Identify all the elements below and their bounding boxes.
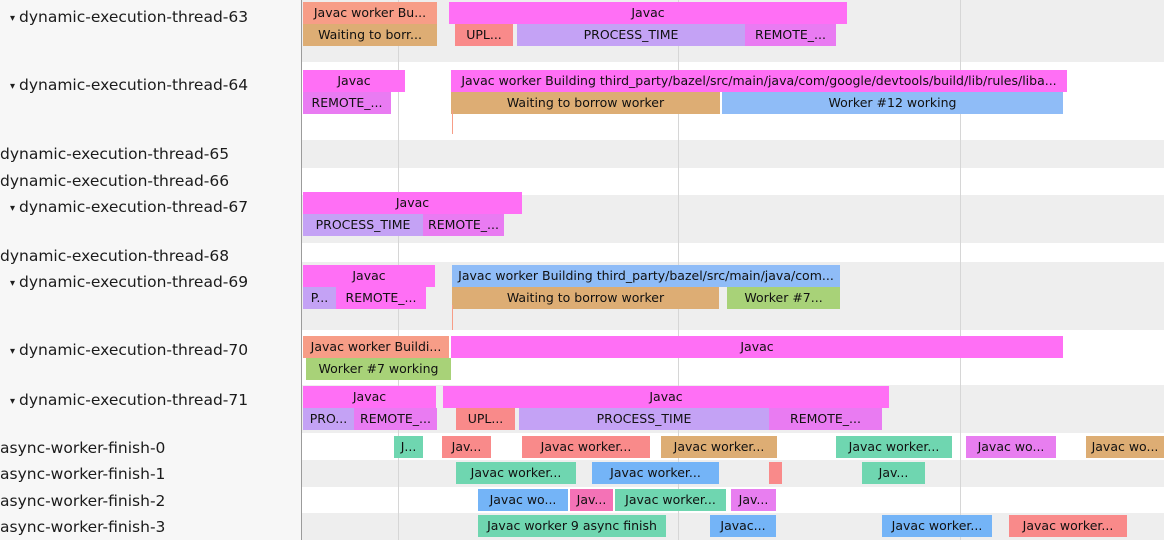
timeline-slice[interactable]: PRO...: [303, 408, 354, 430]
timeline-slice[interactable]: [769, 462, 782, 484]
timeline-slice[interactable]: Javac: [303, 192, 522, 214]
timeline-slice[interactable]: PROCESS_TIME: [303, 214, 423, 236]
timeline-slice[interactable]: Javac worker...: [882, 515, 992, 537]
timeline-slice[interactable]: Javac worker Building third_party/bazel/…: [452, 265, 840, 287]
timeline-slice[interactable]: Javac wo...: [966, 436, 1056, 458]
track-row-dynamic-execution-thread-71[interactable]: ▾ dynamic-execution-thread-71: [0, 389, 302, 411]
track-label-pane: [0, 0, 301, 540]
track-row-dynamic-execution-thread-68[interactable]: ▾dynamic-execution-thread-68: [0, 245, 296, 267]
timeline-slice[interactable]: Javac worker Building third_party/bazel/…: [451, 70, 1067, 92]
track-row-async-worker-finish-2[interactable]: ▾async-worker-finish-2: [0, 490, 296, 512]
chevron-down-icon[interactable]: ▾: [9, 396, 16, 407]
timeline-slice[interactable]: Jav...: [731, 489, 776, 511]
track-label-text: dynamic-execution-thread-71: [19, 391, 249, 409]
track-label-text: async-worker-finish-3: [0, 518, 166, 536]
timeline-slice[interactable]: Waiting to borr...: [303, 24, 437, 46]
chevron-down-icon[interactable]: ▾: [9, 81, 16, 92]
track-label-text: dynamic-execution-thread-68: [0, 247, 230, 265]
track-label-text: dynamic-execution-thread-65: [0, 145, 230, 163]
timeline-slice[interactable]: Waiting to borrow worker: [452, 287, 719, 309]
timeline-slice[interactable]: PROCESS_TIME: [519, 408, 769, 430]
flow-marker: [452, 305, 453, 330]
timeline-slice[interactable]: Javac wo...: [478, 489, 568, 511]
track-row-dynamic-execution-thread-66[interactable]: ▾dynamic-execution-thread-66: [0, 170, 296, 192]
track-row-async-worker-finish-1[interactable]: ▾async-worker-finish-1: [0, 463, 296, 485]
pane-divider[interactable]: [301, 0, 302, 540]
chevron-down-icon[interactable]: ▾: [9, 278, 16, 289]
timeline-slice[interactable]: Javac: [449, 2, 847, 24]
timeline-slice[interactable]: UPL...: [455, 24, 513, 46]
timeline-slice[interactable]: Javac worker...: [661, 436, 777, 458]
timeline-slice[interactable]: Javac wo...: [1086, 436, 1164, 458]
timeline-slice[interactable]: Javac: [303, 265, 435, 287]
timeline-slice[interactable]: REMOTE_...: [423, 214, 504, 236]
track-label-text: dynamic-execution-thread-63: [19, 8, 249, 26]
track-label-text: dynamic-execution-thread-70: [19, 341, 249, 359]
timeline-slice[interactable]: UPL...: [456, 408, 515, 430]
chevron-down-icon[interactable]: ▾: [9, 13, 16, 24]
track-label-text: async-worker-finish-1: [0, 465, 166, 483]
track-row-dynamic-execution-thread-70[interactable]: ▾ dynamic-execution-thread-70: [0, 339, 302, 361]
track-label-text: dynamic-execution-thread-66: [0, 172, 230, 190]
timeline-slice[interactable]: REMOTE_...: [354, 408, 437, 430]
timeline-slice[interactable]: Javac...: [710, 515, 776, 537]
timeline-slice[interactable]: Javac worker...: [615, 489, 726, 511]
track-row-dynamic-execution-thread-64[interactable]: ▾ dynamic-execution-thread-64: [0, 74, 302, 96]
timeline-slice[interactable]: Jav...: [570, 489, 613, 511]
timeline-slice[interactable]: Worker #12 working: [722, 92, 1063, 114]
timeline-slice[interactable]: REMOTE_...: [303, 92, 391, 114]
timeline-slice[interactable]: Worker #7...: [727, 287, 840, 309]
timeline-slice[interactable]: Javac: [303, 70, 405, 92]
chevron-down-icon[interactable]: ▾: [9, 203, 16, 214]
time-gridline: [960, 0, 961, 540]
track-label-text: dynamic-execution-thread-69: [19, 273, 249, 291]
timeline-slice[interactable]: Javac: [443, 386, 889, 408]
timeline-slice[interactable]: P...: [303, 287, 336, 309]
timeline-slice[interactable]: Javac: [451, 336, 1063, 358]
timeline-slice[interactable]: Javac worker...: [522, 436, 650, 458]
track-row-async-worker-finish-3[interactable]: ▾async-worker-finish-3: [0, 516, 296, 538]
track-label-text: async-worker-finish-0: [0, 439, 166, 457]
timeline-slice[interactable]: Javac worker 9 async finish: [478, 515, 666, 537]
chevron-down-icon[interactable]: ▾: [9, 346, 16, 357]
track-row-dynamic-execution-thread-63[interactable]: ▾ dynamic-execution-thread-63: [0, 6, 302, 28]
timeline-slice[interactable]: Javac worker...: [836, 436, 952, 458]
timeline-slice[interactable]: Javac worker...: [1009, 515, 1127, 537]
timeline-slice[interactable]: Worker #7 working: [306, 358, 451, 380]
track-row-dynamic-execution-thread-65[interactable]: ▾dynamic-execution-thread-65: [0, 143, 296, 165]
track-row-dynamic-execution-thread-69[interactable]: ▾ dynamic-execution-thread-69: [0, 271, 302, 293]
timeline-slice[interactable]: Jav...: [862, 462, 925, 484]
timeline-slice[interactable]: Javac worker Buildi...: [303, 336, 449, 358]
timeline-slice[interactable]: J...: [394, 436, 423, 458]
timeline-slice[interactable]: PROCESS_TIME: [517, 24, 745, 46]
track-label-text: dynamic-execution-thread-67: [19, 198, 249, 216]
timeline-slice[interactable]: REMOTE_...: [769, 408, 882, 430]
track-label-text: dynamic-execution-thread-64: [19, 76, 249, 94]
timeline-slice[interactable]: Javac worker Bu...: [303, 2, 437, 24]
timeline-slice[interactable]: Javac worker...: [456, 462, 576, 484]
timeline-slice[interactable]: REMOTE_...: [336, 287, 426, 309]
track-row-async-worker-finish-0[interactable]: ▾async-worker-finish-0: [0, 437, 296, 459]
track-label-text: async-worker-finish-2: [0, 492, 166, 510]
timeline-slice[interactable]: Javac: [303, 386, 436, 408]
flow-marker: [452, 110, 453, 134]
timeline-slice[interactable]: Waiting to borrow worker: [451, 92, 720, 114]
timeline-slice[interactable]: Javac worker...: [592, 462, 719, 484]
track-row-dynamic-execution-thread-67[interactable]: ▾ dynamic-execution-thread-67: [0, 196, 302, 218]
timeline-slice[interactable]: Jav...: [442, 436, 491, 458]
timeline-slice[interactable]: REMOTE_...: [745, 24, 836, 46]
